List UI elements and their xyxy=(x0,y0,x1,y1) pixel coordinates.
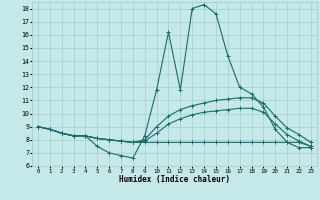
X-axis label: Humidex (Indice chaleur): Humidex (Indice chaleur) xyxy=(119,175,230,184)
